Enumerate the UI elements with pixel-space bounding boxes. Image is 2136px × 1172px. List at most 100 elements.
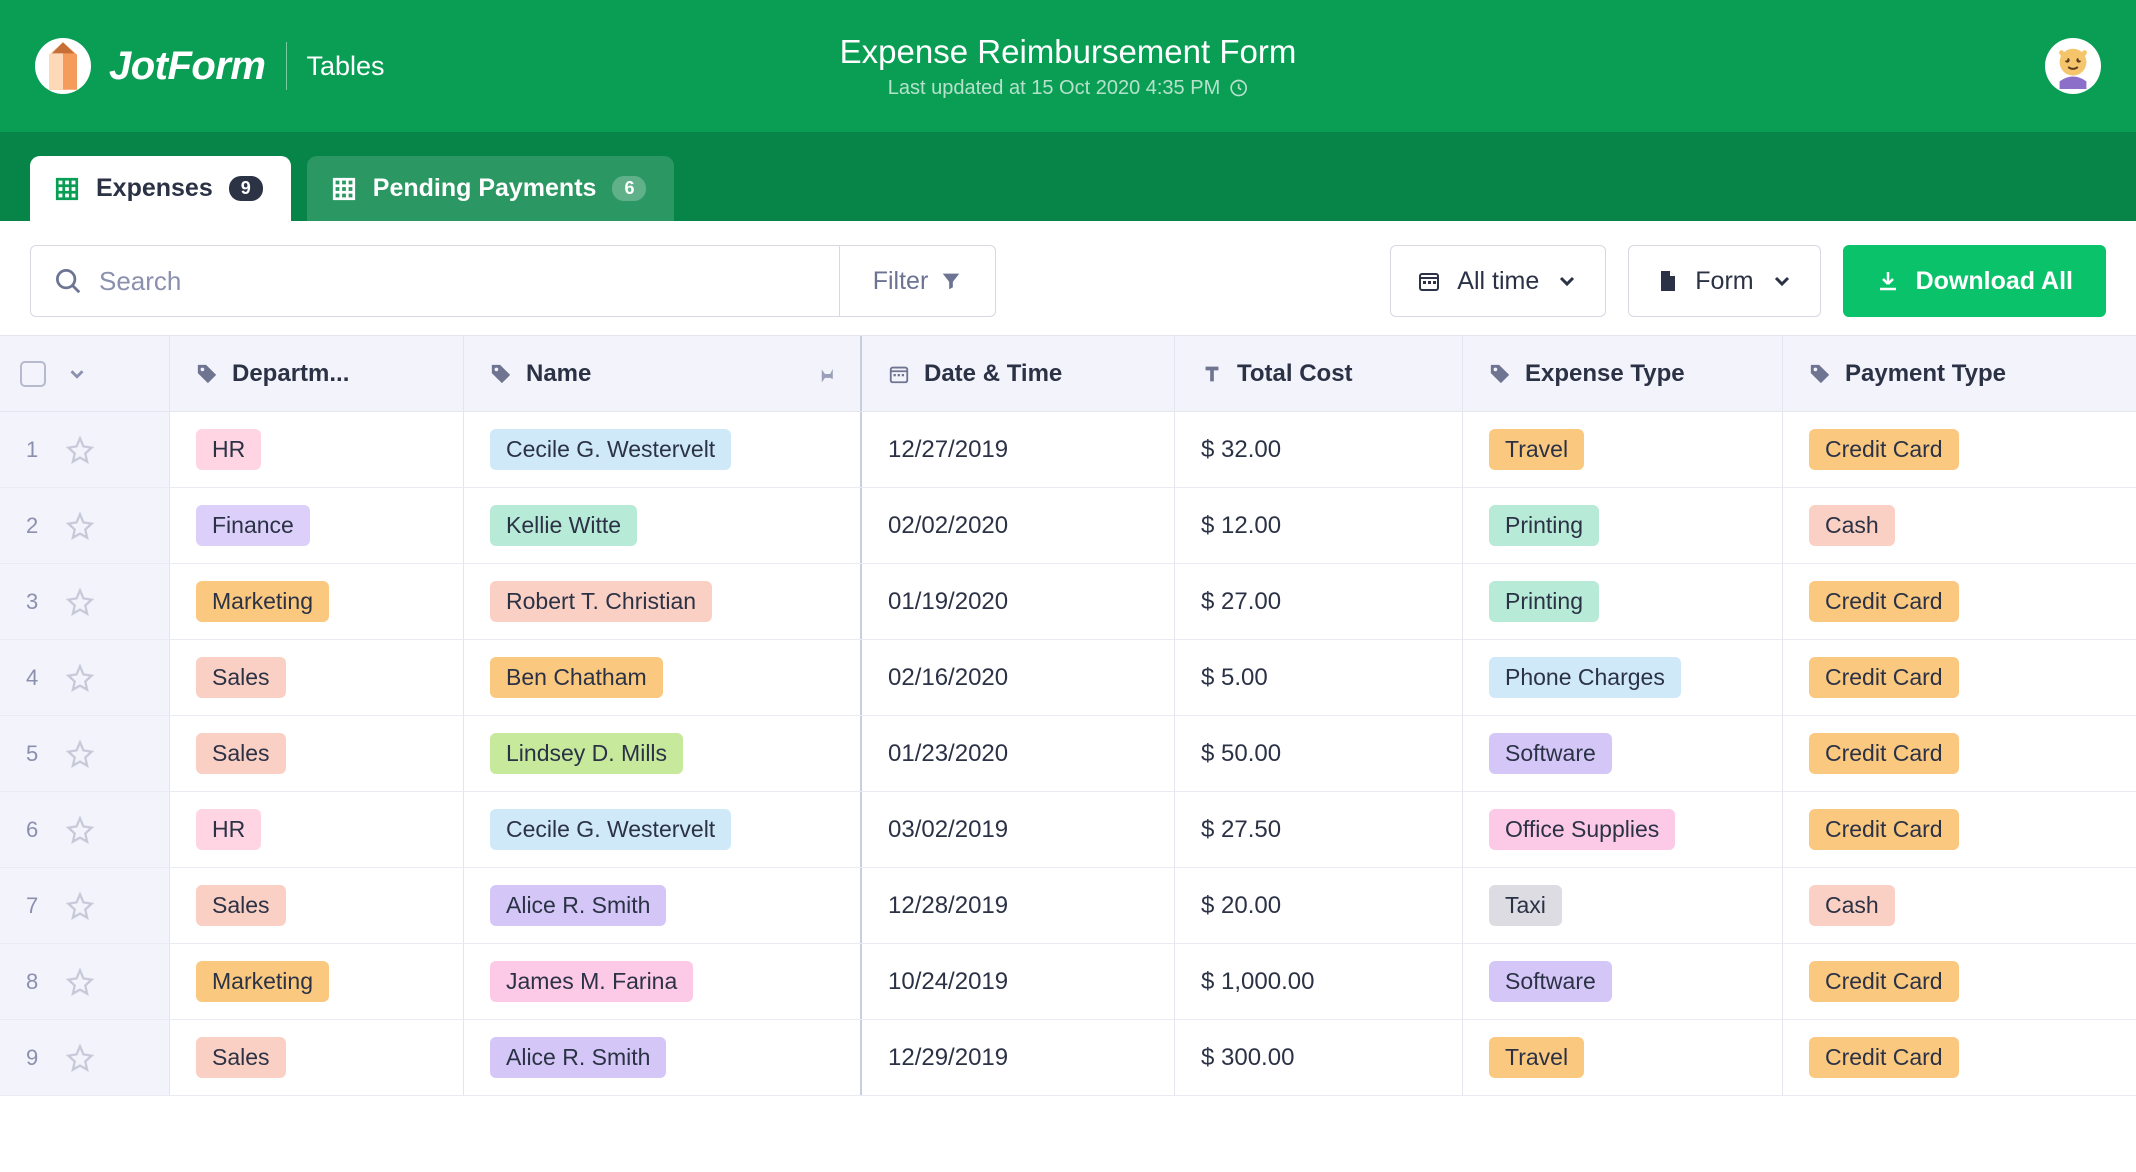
cell-payment[interactable]: Credit Card: [1783, 792, 2136, 867]
cell-name[interactable]: Cecile G. Westervelt: [464, 792, 862, 867]
cell-cost[interactable]: $ 27.00: [1175, 564, 1463, 639]
cell-payment[interactable]: Cash: [1783, 868, 2136, 943]
table-row[interactable]: 2 Finance Kellie Witte 02/02/2020 $ 12.0…: [0, 488, 2136, 564]
cell-date[interactable]: 10/24/2019: [862, 944, 1175, 1019]
table-row[interactable]: 4 Sales Ben Chatham 02/16/2020 $ 5.00 Ph…: [0, 640, 2136, 716]
cell-cost[interactable]: $ 12.00: [1175, 488, 1463, 563]
cell-date[interactable]: 02/16/2020: [862, 640, 1175, 715]
cell-payment[interactable]: Credit Card: [1783, 944, 2136, 1019]
cell-department[interactable]: Marketing: [170, 944, 464, 1019]
cell-payment[interactable]: Credit Card: [1783, 564, 2136, 639]
cell-cost[interactable]: $ 32.00: [1175, 412, 1463, 487]
cell-cost[interactable]: $ 300.00: [1175, 1020, 1463, 1095]
cell-date[interactable]: 12/29/2019: [862, 1020, 1175, 1095]
checkbox-all[interactable]: [20, 361, 46, 387]
tag: Software: [1489, 733, 1612, 774]
search-box[interactable]: [30, 245, 840, 317]
cell-department[interactable]: Sales: [170, 1020, 464, 1095]
cell-type[interactable]: Office Supplies: [1463, 792, 1783, 867]
cell-payment[interactable]: Cash: [1783, 488, 2136, 563]
cell-name[interactable]: Ben Chatham: [464, 640, 862, 715]
cell-name[interactable]: Kellie Witte: [464, 488, 862, 563]
download-button[interactable]: Download All: [1843, 245, 2106, 317]
cell-department[interactable]: HR: [170, 412, 464, 487]
cell-department[interactable]: Sales: [170, 716, 464, 791]
cell-cost[interactable]: $ 50.00: [1175, 716, 1463, 791]
cell-date[interactable]: 12/27/2019: [862, 412, 1175, 487]
cell-department[interactable]: Sales: [170, 868, 464, 943]
cell-name[interactable]: Lindsey D. Mills: [464, 716, 862, 791]
cell-type[interactable]: Software: [1463, 716, 1783, 791]
table-row[interactable]: 8 Marketing James M. Farina 10/24/2019 $…: [0, 944, 2136, 1020]
header-cost[interactable]: Total Cost: [1175, 336, 1463, 411]
tag: Marketing: [196, 581, 329, 622]
cell-type[interactable]: Printing: [1463, 564, 1783, 639]
form-button[interactable]: Form: [1628, 245, 1820, 317]
pin-icon[interactable]: [814, 363, 836, 385]
cell-type[interactable]: Printing: [1463, 488, 1783, 563]
header-dept-label: Departm...: [232, 360, 349, 388]
tab-pending-payments[interactable]: Pending Payments6: [307, 156, 675, 221]
chevron-down-icon[interactable]: [66, 363, 88, 385]
header-date[interactable]: Date & Time: [862, 336, 1175, 411]
header-name[interactable]: Name: [464, 336, 862, 411]
cell-type[interactable]: Taxi: [1463, 868, 1783, 943]
cell-department[interactable]: Finance: [170, 488, 464, 563]
star-icon[interactable]: [66, 664, 94, 692]
cell-type[interactable]: Software: [1463, 944, 1783, 1019]
header-type[interactable]: Expense Type: [1463, 336, 1783, 411]
tab-expenses[interactable]: Expenses9: [30, 156, 291, 221]
cell-name[interactable]: Cecile G. Westervelt: [464, 412, 862, 487]
star-icon[interactable]: [66, 512, 94, 540]
cell-date[interactable]: 12/28/2019: [862, 868, 1175, 943]
cell-payment[interactable]: Credit Card: [1783, 716, 2136, 791]
cell-department[interactable]: Sales: [170, 640, 464, 715]
cell-payment[interactable]: Credit Card: [1783, 412, 2136, 487]
table-row[interactable]: 1 HR Cecile G. Westervelt 12/27/2019 $ 3…: [0, 412, 2136, 488]
star-icon[interactable]: [66, 436, 94, 464]
filter-button[interactable]: Filter: [840, 245, 996, 317]
cell-name[interactable]: Alice R. Smith: [464, 868, 862, 943]
star-icon[interactable]: [66, 1044, 94, 1072]
star-icon[interactable]: [66, 968, 94, 996]
table-row[interactable]: 3 Marketing Robert T. Christian 01/19/20…: [0, 564, 2136, 640]
star-icon[interactable]: [66, 740, 94, 768]
cell-date[interactable]: 03/02/2019: [862, 792, 1175, 867]
table-row[interactable]: 7 Sales Alice R. Smith 12/28/2019 $ 20.0…: [0, 868, 2136, 944]
tag: Sales: [196, 657, 286, 698]
table-row[interactable]: 5 Sales Lindsey D. Mills 01/23/2020 $ 50…: [0, 716, 2136, 792]
cell-name[interactable]: Alice R. Smith: [464, 1020, 862, 1095]
logo[interactable]: JotForm: [35, 38, 266, 94]
tag: Alice R. Smith: [490, 1037, 666, 1078]
star-icon[interactable]: [66, 588, 94, 616]
cell-type[interactable]: Travel: [1463, 412, 1783, 487]
cell-type[interactable]: Phone Charges: [1463, 640, 1783, 715]
table-row[interactable]: 9 Sales Alice R. Smith 12/29/2019 $ 300.…: [0, 1020, 2136, 1096]
cell-date[interactable]: 02/02/2020: [862, 488, 1175, 563]
star-icon[interactable]: [66, 892, 94, 920]
cell-department[interactable]: Marketing: [170, 564, 464, 639]
cell-date[interactable]: 01/23/2020: [862, 716, 1175, 791]
section-label: Tables: [307, 51, 385, 82]
cell-cost[interactable]: $ 20.00: [1175, 868, 1463, 943]
header-department[interactable]: Departm...: [170, 336, 464, 411]
cell-type[interactable]: Travel: [1463, 1020, 1783, 1095]
table-row[interactable]: 6 HR Cecile G. Westervelt 03/02/2019 $ 2…: [0, 792, 2136, 868]
time-filter-button[interactable]: All time: [1390, 245, 1606, 317]
header-select[interactable]: [0, 336, 170, 411]
cell-name[interactable]: James M. Farina: [464, 944, 862, 1019]
cell-cost[interactable]: $ 27.50: [1175, 792, 1463, 867]
star-icon[interactable]: [66, 816, 94, 844]
cell-name[interactable]: Robert T. Christian: [464, 564, 862, 639]
avatar[interactable]: [2045, 38, 2101, 94]
header-payment[interactable]: Payment Type: [1783, 336, 2136, 411]
cell-department[interactable]: HR: [170, 792, 464, 867]
cell-cost[interactable]: $ 5.00: [1175, 640, 1463, 715]
search-input[interactable]: [99, 266, 817, 297]
cell-cost[interactable]: $ 1,000.00: [1175, 944, 1463, 1019]
logo-icon: [35, 38, 91, 94]
header-date-label: Date & Time: [924, 360, 1062, 388]
cell-date[interactable]: 01/19/2020: [862, 564, 1175, 639]
cell-payment[interactable]: Credit Card: [1783, 640, 2136, 715]
cell-payment[interactable]: Credit Card: [1783, 1020, 2136, 1095]
